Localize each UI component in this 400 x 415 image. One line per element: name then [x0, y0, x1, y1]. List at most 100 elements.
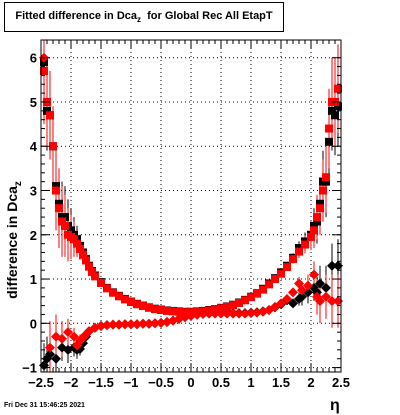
x-tick-label: −1.5	[88, 375, 114, 390]
square-marker	[61, 213, 69, 222]
square-marker	[316, 204, 324, 213]
square-marker	[76, 244, 84, 253]
square-marker	[325, 137, 333, 146]
square-marker	[49, 142, 57, 151]
diamond-marker	[63, 327, 73, 338]
square-marker	[322, 177, 330, 186]
square-marker	[259, 285, 267, 294]
diamond-marker	[138, 318, 148, 329]
diamond-marker	[222, 308, 232, 319]
x-tick-label: −2.5	[28, 375, 54, 390]
square-marker	[139, 302, 147, 311]
diamond-marker	[45, 349, 55, 360]
square-marker	[52, 182, 60, 191]
diamond-marker	[288, 287, 298, 298]
diamond-marker	[309, 269, 319, 280]
square-marker	[241, 296, 249, 305]
square-marker	[223, 302, 231, 311]
square-marker	[88, 267, 96, 276]
square-marker	[316, 199, 324, 208]
square-marker	[328, 106, 336, 115]
x-tick-label: 2	[307, 375, 314, 390]
y-tick-label: 5	[30, 95, 37, 110]
diamond-marker	[210, 308, 220, 319]
square-marker	[325, 124, 333, 133]
square-marker	[310, 226, 318, 235]
axis-tick-labels: −2.5 −2 −1.5 −1 −0.5 0 0.5 1 1.5 2 2.5 −1 0 1 2 3 4 5 6	[22, 51, 350, 390]
diamond-marker	[246, 308, 256, 319]
x-tick-label: 1	[247, 375, 254, 390]
y-tick-label: 2	[30, 228, 37, 243]
diamond-marker	[327, 260, 337, 271]
diamond-marker	[252, 307, 262, 318]
chart-title-box: Fitted difference in Dcaz for Global Rec…	[4, 2, 284, 32]
square-marker	[115, 292, 123, 301]
square-marker	[121, 295, 129, 304]
diamond-marker	[297, 291, 307, 302]
square-marker	[265, 280, 273, 289]
square-marker	[82, 256, 90, 265]
diamond-marker	[321, 291, 331, 302]
square-marker	[334, 84, 342, 93]
grid-lines	[41, 40, 341, 372]
square-marker	[313, 213, 321, 222]
diamond-marker	[234, 308, 244, 319]
square-marker	[109, 288, 117, 297]
diamond-marker	[120, 319, 130, 330]
plot-frame	[40, 39, 342, 373]
chart-title-main: Fitted difference in Dca	[15, 10, 138, 22]
square-marker	[301, 240, 309, 249]
square-marker	[175, 307, 183, 316]
x-tick-label: 1.5	[272, 375, 290, 390]
y-tick-label: 3	[30, 184, 37, 199]
square-marker	[67, 226, 75, 235]
diamond-marker	[240, 308, 250, 319]
diamond-marker	[114, 319, 124, 330]
diamond-marker	[108, 319, 118, 330]
square-marker	[97, 279, 105, 288]
x-tick-label: −1	[124, 375, 139, 390]
square-marker	[253, 289, 261, 298]
square-marker	[217, 304, 225, 313]
square-marker	[46, 111, 54, 120]
square-marker	[79, 250, 87, 259]
square-marker	[271, 275, 279, 284]
square-marker	[229, 301, 237, 310]
square-marker	[40, 66, 48, 75]
square-marker	[70, 235, 78, 244]
square-marker	[103, 284, 111, 293]
y-axis-label: difference in Dcaz	[4, 181, 24, 299]
x-tick-label: 0	[187, 375, 194, 390]
diamond-marker	[282, 293, 292, 304]
y-tick-label: 4	[30, 139, 38, 154]
square-marker	[289, 255, 297, 264]
square-marker	[55, 199, 63, 208]
y-tick-label: 0	[30, 316, 37, 331]
diamond-marker	[126, 319, 136, 330]
square-marker	[307, 232, 315, 241]
diamond-marker	[315, 296, 325, 307]
timestamp: Fri Dec 31 15:46:25 2021	[4, 402, 85, 409]
square-marker	[319, 186, 327, 195]
diamond-marker	[204, 308, 214, 319]
diamond-marker	[198, 309, 208, 320]
diamond-marker	[102, 320, 112, 331]
chart-title-rest: for Global Rec All EtapT	[141, 10, 273, 22]
diamond-marker	[69, 331, 79, 342]
diamond-marker	[132, 319, 142, 330]
diamond-marker	[303, 280, 313, 291]
diamond-marker	[186, 310, 196, 321]
square-marker	[331, 111, 339, 120]
square-marker	[310, 221, 318, 230]
y-tick-label: 1	[30, 272, 37, 287]
y-tick-label: 6	[30, 51, 37, 66]
x-tick-label: 2.5	[332, 375, 350, 390]
square-marker	[43, 106, 51, 115]
square-marker	[295, 247, 303, 256]
diamond-marker	[45, 342, 55, 353]
square-marker	[73, 239, 81, 248]
diamond-marker	[57, 333, 67, 344]
diamond-marker	[51, 353, 61, 364]
chart-title-subscript: z	[137, 15, 142, 25]
